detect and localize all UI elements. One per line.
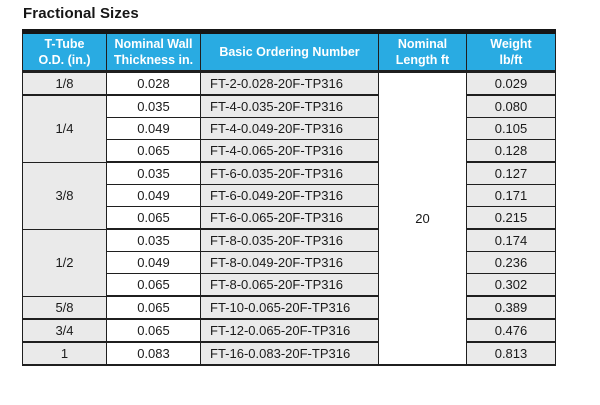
weight-cell: 0.236	[466, 251, 556, 274]
header-line: O.D. (in.)	[38, 53, 91, 67]
header-line: Nominal Wall	[114, 37, 193, 51]
column-header-od: T-Tube O.D. (in.)	[22, 31, 107, 73]
ordering-number-cell: FT-2-0.028-20F-TP316	[200, 71, 379, 96]
thickness-cell: 0.035	[106, 161, 201, 185]
header-line: Nominal	[397, 37, 448, 51]
fractional-sizes-table: T-Tube O.D. (in.) Nominal Wall Thickness…	[22, 29, 556, 366]
weight-cell: 0.127	[466, 161, 556, 185]
weight-cell: 0.174	[466, 228, 556, 252]
od-cell: 3/4	[22, 318, 107, 343]
od-cell: 1	[22, 341, 107, 366]
header-row: T-Tube O.D. (in.) Nominal Wall Thickness…	[22, 31, 556, 73]
header-line: Length ft	[395, 53, 450, 67]
od-cell: 3/8	[22, 161, 107, 230]
ordering-number-cell: FT-6-0.049-20F-TP316	[200, 184, 379, 207]
thickness-cell: 0.065	[106, 206, 201, 230]
thickness-cell: 0.065	[106, 295, 201, 320]
ordering-number-cell: FT-4-0.049-20F-TP316	[200, 117, 379, 140]
table-row: 1/2 0.035 FT-8-0.035-20F-TP316 0.174	[22, 228, 556, 297]
ordering-number-cell: FT-8-0.035-20F-TP316	[200, 228, 379, 252]
od-cell: 1/2	[22, 228, 107, 297]
thickness-cell: 0.065	[106, 273, 201, 297]
ordering-number-cell: FT-12-0.065-20F-TP316	[200, 318, 379, 343]
header-line: Thickness in.	[113, 53, 194, 67]
column-header-ordering-number: Basic Ordering Number	[200, 31, 379, 73]
table-row: 3/4 0.065 FT-12-0.065-20F-TP316 0.476	[22, 318, 556, 343]
table-row: 0.049 FT-4-0.049-20F-TP316 0.105	[23, 117, 556, 140]
page-title: Fractional Sizes	[23, 5, 139, 22]
column-header-weight: Weight lb/ft	[466, 31, 556, 73]
thickness-cell: 0.083	[106, 341, 201, 366]
table-row: 0.049 FT-6-0.049-20F-TP316 0.171	[23, 184, 556, 207]
ordering-number-cell: FT-16-0.083-20F-TP316	[200, 341, 379, 366]
ordering-number-cell: FT-4-0.035-20F-TP316	[200, 94, 379, 118]
table-row: 1 0.083 FT-16-0.083-20F-TP316 0.813	[22, 341, 556, 366]
ordering-number-cell: FT-8-0.049-20F-TP316	[200, 251, 379, 274]
table-row: 0.065 FT-8-0.065-20F-TP316 0.302	[23, 273, 556, 297]
thickness-cell: 0.049	[106, 117, 201, 140]
table-row: 5/8 0.065 FT-10-0.065-20F-TP316 0.389	[22, 295, 556, 320]
ordering-number-cell: FT-10-0.065-20F-TP316	[200, 295, 379, 320]
weight-cell: 0.105	[466, 117, 556, 140]
ordering-number-cell: FT-4-0.065-20F-TP316	[200, 139, 379, 163]
weight-cell: 0.476	[466, 318, 556, 343]
table-row: 0.065 FT-4-0.065-20F-TP316 0.128	[23, 139, 556, 163]
ordering-number-cell: FT-6-0.035-20F-TP316	[200, 161, 379, 185]
table-row: 1/8 0.028 FT-2-0.028-20F-TP316 20 0.029	[22, 71, 556, 366]
table-row: 3/8 0.035 FT-6-0.035-20F-TP316 0.127	[22, 161, 556, 230]
weight-cell: 0.171	[466, 184, 556, 207]
thickness-cell: 0.035	[106, 94, 201, 118]
thickness-cell: 0.065	[106, 318, 201, 343]
thickness-cell: 0.049	[106, 251, 201, 274]
weight-cell: 0.813	[466, 341, 556, 366]
thickness-cell: 0.065	[106, 139, 201, 163]
header-line: Basic Ordering Number	[219, 45, 360, 59]
table-row: 1/4 0.035 FT-4-0.035-20F-TP316 0.080	[22, 94, 556, 163]
table-row: 0.065 FT-6-0.065-20F-TP316 0.215	[23, 206, 556, 230]
thickness-cell: 0.035	[106, 228, 201, 252]
ordering-number-cell: FT-6-0.065-20F-TP316	[200, 206, 379, 230]
weight-cell: 0.128	[466, 139, 556, 163]
od-cell: 1/8	[22, 71, 107, 96]
header-line: lb/ft	[499, 53, 523, 67]
weight-cell: 0.029	[466, 71, 556, 96]
weight-cell: 0.389	[466, 295, 556, 320]
nominal-length-cell: 20	[378, 71, 467, 366]
column-header-nominal-length: Nominal Length ft	[378, 31, 467, 73]
weight-cell: 0.302	[466, 273, 556, 297]
header-line: Weight	[490, 37, 532, 51]
header-line: T-Tube	[44, 37, 85, 51]
weight-cell: 0.080	[466, 94, 556, 118]
thickness-cell: 0.028	[106, 71, 201, 96]
table-row: 0.049 FT-8-0.049-20F-TP316 0.236	[23, 251, 556, 274]
ordering-number-cell: FT-8-0.065-20F-TP316	[200, 273, 379, 297]
column-header-wall-thickness: Nominal Wall Thickness in.	[106, 31, 201, 73]
thickness-cell: 0.049	[106, 184, 201, 207]
od-cell: 5/8	[22, 295, 107, 320]
od-cell: 1/4	[22, 94, 107, 163]
weight-cell: 0.215	[466, 206, 556, 230]
